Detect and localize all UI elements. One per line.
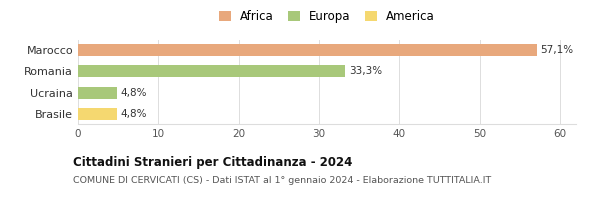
Bar — [78, 108, 116, 120]
Text: 33,3%: 33,3% — [349, 66, 383, 76]
Text: Cittadini Stranieri per Cittadinanza - 2024: Cittadini Stranieri per Cittadinanza - 2… — [73, 156, 352, 169]
Text: 57,1%: 57,1% — [541, 45, 574, 55]
Text: COMUNE DI CERVICATI (CS) - Dati ISTAT al 1° gennaio 2024 - Elaborazione TUTTITAL: COMUNE DI CERVICATI (CS) - Dati ISTAT al… — [73, 176, 491, 185]
Legend: Africa, Europa, America: Africa, Europa, America — [219, 10, 435, 23]
Text: 4,8%: 4,8% — [121, 109, 147, 119]
Bar — [78, 65, 346, 77]
Bar — [78, 44, 536, 56]
Bar — [78, 87, 116, 99]
Text: 4,8%: 4,8% — [121, 88, 147, 98]
